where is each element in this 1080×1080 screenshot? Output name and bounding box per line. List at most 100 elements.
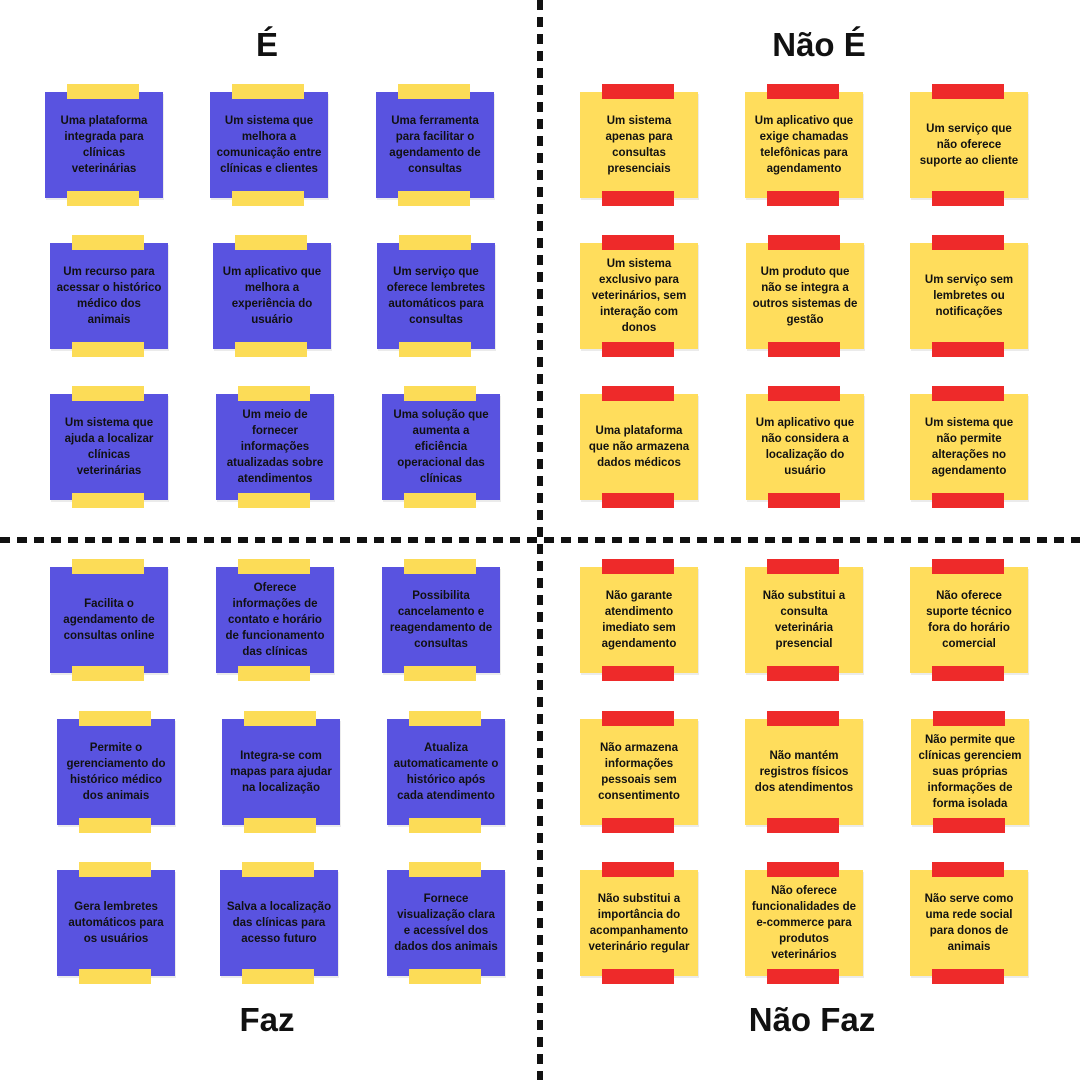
note-tape [602,493,674,508]
note-tape [767,969,839,984]
note-is-9: Uma solução que aumenta a eficiência ope… [382,386,500,508]
note-text: Possibilita cancelamento e reagendamento… [389,590,493,650]
note-tape [767,862,839,877]
note-is-not-5: Um produto que não se integra a outros s… [746,235,864,357]
note-is-2: Um sistema que melhora a comunicação ent… [210,84,328,206]
note-does-not-1: Não garante atendimento imediato sem age… [580,559,698,681]
note-tape [235,342,307,357]
note-text: Uma solução que aumenta a eficiência ope… [393,409,489,485]
note-is-7: Um sistema que ajuda a localizar clínica… [50,386,168,508]
note-tape [409,862,481,877]
note-tape [72,666,144,681]
note-does-not-3: Não oferece suporte técnico fora do horá… [910,559,1028,681]
note-tape [404,493,476,508]
note-is-not-7: Uma plataforma que não armazena dados mé… [580,386,698,508]
note-is-not-4: Um sistema exclusivo para veterinários, … [580,235,698,357]
note-text: Permite o gerenciamento do histórico méd… [66,742,166,802]
note-tape [767,711,839,726]
horizontal-divider [0,537,1080,543]
note-text: Gera lembretes automáticos para os usuár… [68,901,164,945]
note-is-not-1: Um sistema apenas para consultas presenc… [580,84,698,206]
note-tape [932,342,1004,357]
note-tape [768,235,840,250]
note-does-not-9: Não serve como uma rede social para dono… [910,862,1028,984]
note-is-not-6: Um serviço sem lembretes ou notificações [910,235,1028,357]
note-does-not-2: Não substitui a consulta veterinária pre… [745,559,863,681]
note-tape [72,386,144,401]
note-tape [238,386,310,401]
note-tape [602,559,674,574]
note-is-not-3: Um serviço que não oferece suporte ao cl… [910,84,1028,206]
note-text: Um aplicativo que melhora a experiência … [222,266,322,326]
note-tape [409,818,481,833]
note-tape [932,235,1004,250]
note-tape [235,235,307,250]
note-text: Um serviço que oferece lembretes automát… [386,266,486,326]
note-tape [79,969,151,984]
note-text: Não armazena informações pessoais sem co… [598,742,680,802]
note-text: Atualiza automaticamente o histórico apó… [393,742,499,802]
note-does-not-8: Não oferece funcionalidades de e-commerc… [745,862,863,984]
note-tape [238,559,310,574]
note-tape [67,191,139,206]
note-tape [409,969,481,984]
note-tape [932,493,1004,508]
note-does-not-6: Não permite que clínicas gerenciem suas … [911,711,1029,833]
note-text: Uma plataforma que não armazena dados mé… [588,425,690,469]
note-tape [932,84,1004,99]
note-does-8: Salva a localização das clínicas para ac… [220,862,338,984]
note-tape [72,493,144,508]
note-text: Uma ferramenta para facilitar o agendame… [389,115,481,175]
note-tape [767,666,839,681]
note-tape [932,559,1004,574]
note-does-4: Permite o gerenciamento do histórico méd… [57,711,175,833]
note-tape [67,84,139,99]
note-tape [238,666,310,681]
note-tape [768,493,840,508]
note-tape [399,342,471,357]
note-tape [932,191,1004,206]
note-text: Um meio de fornecer informações atualiza… [226,409,324,485]
note-tape [232,191,304,206]
note-tape [602,711,674,726]
note-tape [79,862,151,877]
note-tape [602,666,674,681]
note-tape [602,386,674,401]
note-tape [933,711,1005,726]
note-text: Um sistema que não permite alterações no… [924,417,1014,477]
note-is-not-2: Um aplicativo que exige chamadas telefôn… [745,84,863,206]
note-tape [767,84,839,99]
note-tape [768,386,840,401]
note-does-7: Gera lembretes automáticos para os usuár… [57,862,175,984]
note-does-2: Oferece informações de contato e horário… [216,559,334,681]
note-is-5: Um aplicativo que melhora a experiência … [213,235,331,357]
note-tape [602,235,674,250]
note-tape [72,342,144,357]
note-text: Uma plataforma integrada para clínicas v… [60,115,148,175]
note-is-6: Um serviço que oferece lembretes automát… [377,235,495,357]
note-text: Um sistema apenas para consultas presenc… [605,115,673,175]
note-tape [398,191,470,206]
note-is-3: Uma ferramenta para facilitar o agendame… [376,84,494,206]
note-text: Um sistema que melhora a comunicação ent… [216,115,322,175]
note-does-6: Atualiza automaticamente o histórico apó… [387,711,505,833]
note-tape [602,84,674,99]
note-tape [404,386,476,401]
note-tape [244,711,316,726]
note-tape [767,559,839,574]
note-tape [79,818,151,833]
note-tape [72,235,144,250]
note-text: Não substitui a importância do acompanha… [588,893,690,953]
note-text: Não mantém registros físicos dos atendim… [754,750,854,794]
note-does-1: Facilita o agendamento de consultas onli… [50,559,168,681]
title-is: É [255,26,278,63]
note-text: Não permite que clínicas gerenciem suas … [918,734,1022,810]
note-tape [79,711,151,726]
note-text: Um aplicativo que não considera a locali… [755,417,855,477]
note-tape [932,862,1004,877]
note-tape [232,84,304,99]
note-tape [409,711,481,726]
note-text: Um sistema exclusivo para veterinários, … [591,258,687,334]
note-does-9: Fornece visualização clara e acessível d… [387,862,505,984]
note-tape [602,818,674,833]
